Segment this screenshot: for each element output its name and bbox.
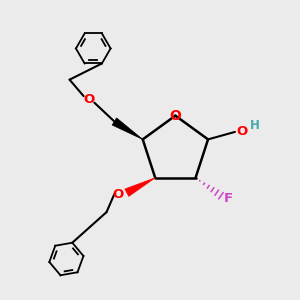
Text: H: H (249, 119, 259, 133)
Text: O: O (112, 188, 124, 201)
Text: O: O (169, 109, 181, 123)
Polygon shape (112, 118, 143, 140)
Text: O: O (237, 125, 248, 138)
Polygon shape (125, 178, 155, 196)
Text: O: O (83, 93, 94, 106)
Text: F: F (224, 192, 233, 205)
